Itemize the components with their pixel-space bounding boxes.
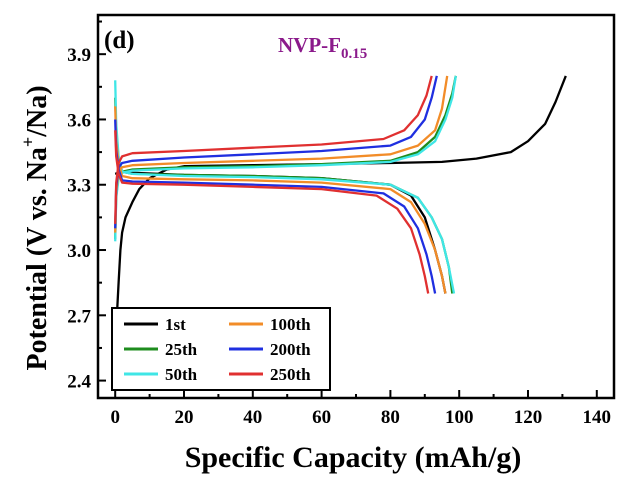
x-tick-label: 20: [175, 407, 194, 428]
panel-label: (d): [104, 27, 135, 54]
chart-title-main: NVP-F: [278, 33, 341, 57]
x-axis-label: Specific Capacity (mAh/g): [185, 441, 522, 474]
y-axis-label-end: /Na): [22, 85, 53, 137]
x-tick-label: 80: [381, 407, 400, 428]
y-axis-label: Potential (V vs. Na+/Na): [18, 85, 53, 370]
y-axis-label-superscript: +: [18, 137, 38, 147]
y-tick-label: 3.6: [67, 110, 91, 131]
series-250th-discharge-line: [114, 130, 430, 294]
chart-title-subscript: 0.15: [341, 46, 367, 62]
chart-title: NVP-F0.15: [278, 33, 367, 62]
legend-label: 1st: [165, 315, 186, 334]
y-tick-label: 2.7: [67, 306, 91, 327]
x-tick-label: 40: [243, 407, 262, 428]
legend: 1st 100th 25th 200th 50th 250th: [111, 307, 331, 391]
y-axis-label-main: Potential (V vs. Na: [22, 147, 53, 370]
axis-ticks-group: 0 20 40 60 80 100 120 140 2.4 2.7 3.0 3.3 3.6 3.9: [67, 20, 612, 428]
legend-label: 25th: [165, 340, 198, 359]
legend-label: 50th: [165, 365, 198, 384]
y-tick-label: 3.9: [67, 45, 91, 66]
x-tick-label: 100: [445, 407, 474, 428]
x-tick-label: 140: [583, 407, 612, 428]
y-tick-label: 3.3: [67, 176, 91, 197]
x-tick-label: 60: [312, 407, 331, 428]
series-1st-discharge-line: [114, 170, 447, 294]
y-tick-label: 3.0: [67, 241, 91, 262]
legend-label: 100th: [270, 315, 311, 334]
series-250th-charge-line: [114, 75, 433, 224]
legend-label: 200th: [270, 340, 311, 359]
legend-label: 250th: [270, 365, 311, 384]
x-tick-label: 0: [110, 407, 120, 428]
y-tick-label: 2.4: [67, 372, 91, 393]
x-tick-label: 120: [514, 407, 543, 428]
plot-series-group: [114, 75, 567, 364]
